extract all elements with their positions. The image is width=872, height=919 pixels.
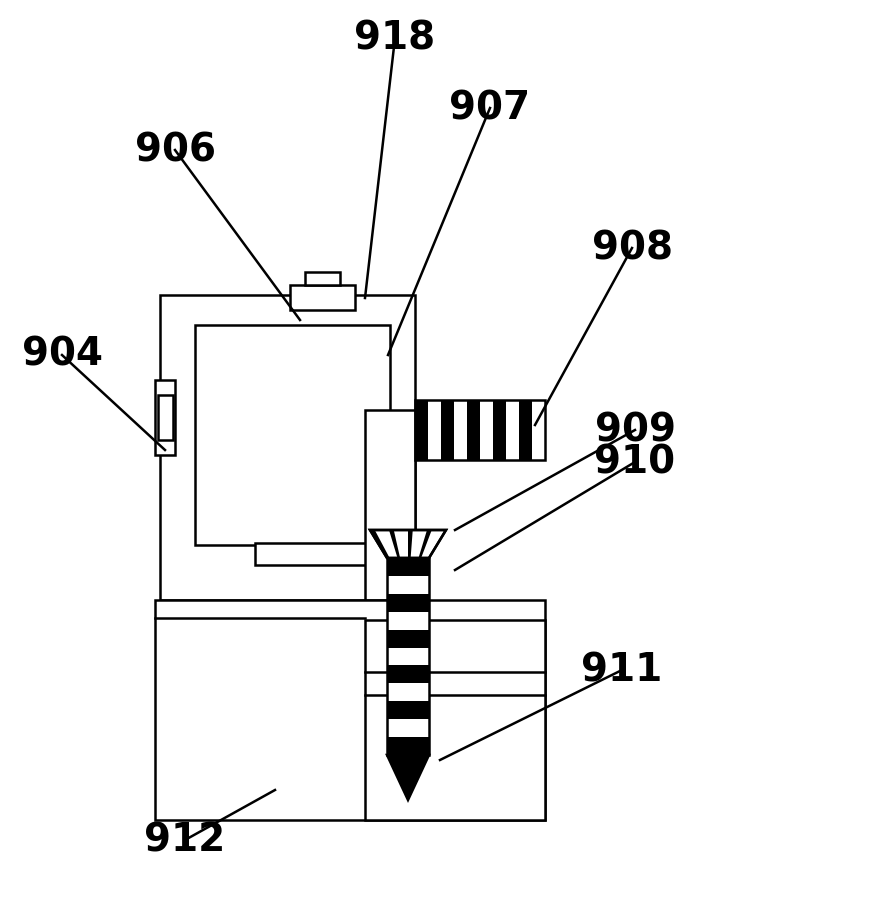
Bar bbox=[255, 543, 370, 565]
Bar bbox=[387, 701, 429, 720]
Bar bbox=[519, 400, 532, 460]
Text: 909: 909 bbox=[595, 411, 676, 449]
Bar bbox=[467, 400, 480, 460]
Bar bbox=[387, 612, 429, 630]
Text: 908: 908 bbox=[591, 229, 672, 267]
Bar bbox=[387, 665, 429, 684]
Bar bbox=[387, 720, 429, 737]
Bar bbox=[532, 400, 545, 460]
Bar bbox=[387, 558, 429, 576]
Bar bbox=[365, 410, 415, 600]
Bar bbox=[158, 395, 173, 440]
Bar bbox=[195, 325, 390, 545]
Polygon shape bbox=[387, 755, 429, 800]
Bar bbox=[290, 285, 355, 310]
Polygon shape bbox=[408, 530, 412, 558]
Polygon shape bbox=[370, 530, 446, 558]
Bar bbox=[387, 684, 429, 701]
Bar bbox=[387, 576, 429, 594]
Bar bbox=[506, 400, 519, 460]
Bar bbox=[387, 737, 429, 755]
Polygon shape bbox=[389, 530, 400, 558]
Bar bbox=[415, 400, 545, 460]
Text: 910: 910 bbox=[595, 443, 676, 481]
Bar bbox=[155, 600, 545, 820]
Bar bbox=[415, 400, 428, 460]
Text: 904: 904 bbox=[22, 336, 103, 374]
Bar bbox=[160, 295, 415, 600]
Bar bbox=[365, 620, 545, 820]
Bar bbox=[305, 272, 340, 285]
Polygon shape bbox=[370, 530, 390, 558]
Bar bbox=[454, 400, 467, 460]
Text: 907: 907 bbox=[449, 89, 530, 127]
Text: 918: 918 bbox=[354, 19, 435, 57]
Polygon shape bbox=[419, 530, 432, 558]
Bar bbox=[387, 594, 429, 612]
Text: 911: 911 bbox=[582, 651, 663, 689]
Bar bbox=[387, 648, 429, 665]
Bar bbox=[493, 400, 506, 460]
Bar bbox=[387, 630, 429, 648]
Bar bbox=[155, 380, 175, 455]
Bar bbox=[428, 400, 441, 460]
Bar bbox=[480, 400, 493, 460]
Bar bbox=[387, 558, 429, 755]
Bar bbox=[441, 400, 454, 460]
Text: 906: 906 bbox=[134, 131, 215, 169]
Text: 912: 912 bbox=[145, 821, 226, 859]
